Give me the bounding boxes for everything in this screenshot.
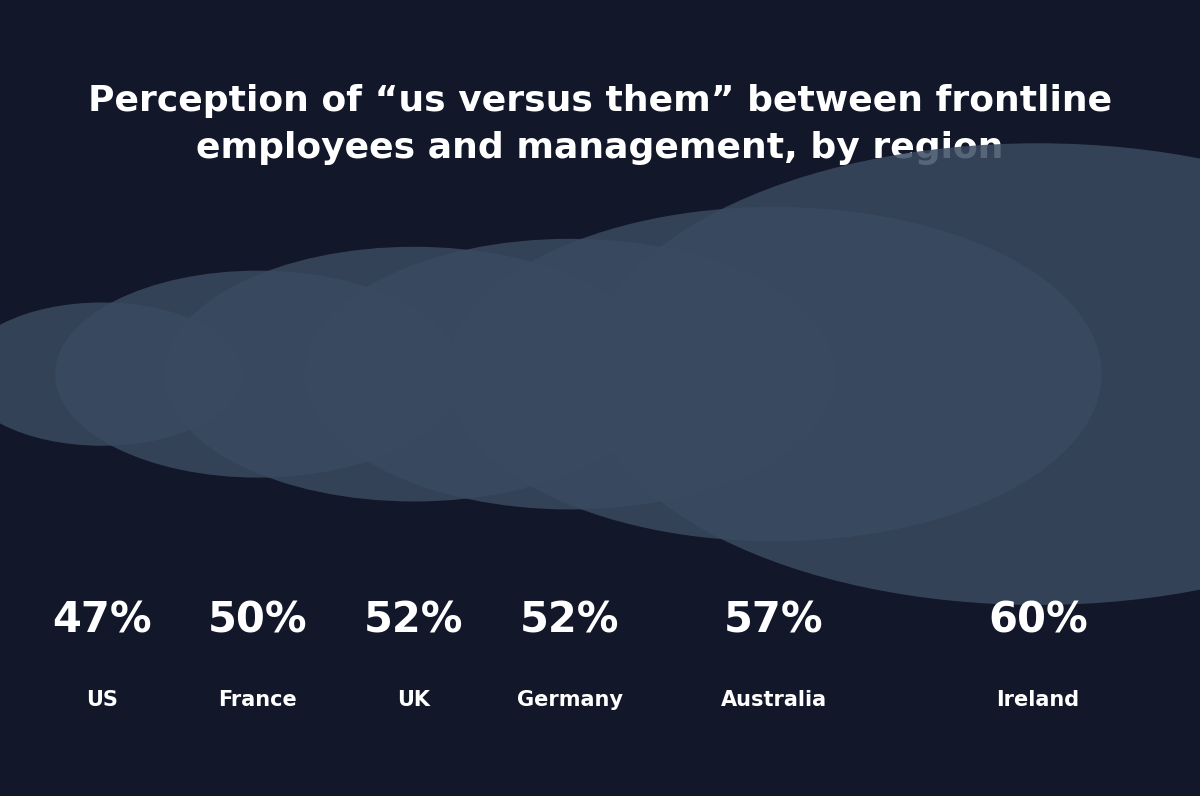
Text: Perception of “us versus them” between frontline
employees and management, by re: Perception of “us versus them” between f…	[88, 84, 1112, 165]
Text: Germany: Germany	[517, 690, 623, 711]
Text: US: US	[86, 690, 118, 711]
Text: 60%: 60%	[988, 600, 1088, 642]
Text: 57%: 57%	[724, 600, 824, 642]
Text: 52%: 52%	[521, 600, 619, 642]
Ellipse shape	[446, 207, 1102, 541]
Ellipse shape	[164, 247, 664, 501]
Ellipse shape	[586, 143, 1200, 605]
Text: 52%: 52%	[365, 600, 463, 642]
Ellipse shape	[0, 302, 242, 446]
Ellipse shape	[305, 239, 835, 509]
Text: Ireland: Ireland	[996, 690, 1080, 711]
Ellipse shape	[55, 271, 461, 478]
Text: 50%: 50%	[208, 600, 308, 642]
Text: UK: UK	[397, 690, 431, 711]
Text: 47%: 47%	[52, 600, 152, 642]
Text: Australia: Australia	[721, 690, 827, 711]
Text: France: France	[218, 690, 298, 711]
